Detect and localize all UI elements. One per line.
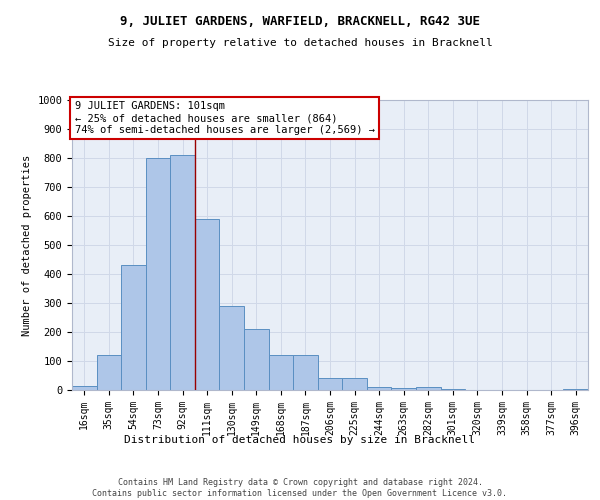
Y-axis label: Number of detached properties: Number of detached properties xyxy=(22,154,32,336)
Bar xyxy=(72,386,97,390)
Bar xyxy=(220,306,244,390)
Text: 9, JULIET GARDENS, WARFIELD, BRACKNELL, RG42 3UE: 9, JULIET GARDENS, WARFIELD, BRACKNELL, … xyxy=(120,15,480,28)
Bar xyxy=(121,266,146,390)
Bar xyxy=(170,155,195,390)
Bar xyxy=(367,387,391,390)
Bar xyxy=(269,355,293,390)
Bar xyxy=(440,388,465,390)
Bar xyxy=(244,329,269,390)
Bar xyxy=(293,355,318,390)
Text: Distribution of detached houses by size in Bracknell: Distribution of detached houses by size … xyxy=(125,435,476,445)
Text: Contains HM Land Registry data © Crown copyright and database right 2024.
Contai: Contains HM Land Registry data © Crown c… xyxy=(92,478,508,498)
Bar xyxy=(97,355,121,390)
Bar xyxy=(195,219,220,390)
Bar xyxy=(318,378,342,390)
Text: Size of property relative to detached houses in Bracknell: Size of property relative to detached ho… xyxy=(107,38,493,48)
Bar xyxy=(416,387,440,390)
Bar xyxy=(146,158,170,390)
Bar xyxy=(563,388,588,390)
Bar xyxy=(342,378,367,390)
Bar xyxy=(391,388,416,390)
Text: 9 JULIET GARDENS: 101sqm
← 25% of detached houses are smaller (864)
74% of semi-: 9 JULIET GARDENS: 101sqm ← 25% of detach… xyxy=(74,102,374,134)
